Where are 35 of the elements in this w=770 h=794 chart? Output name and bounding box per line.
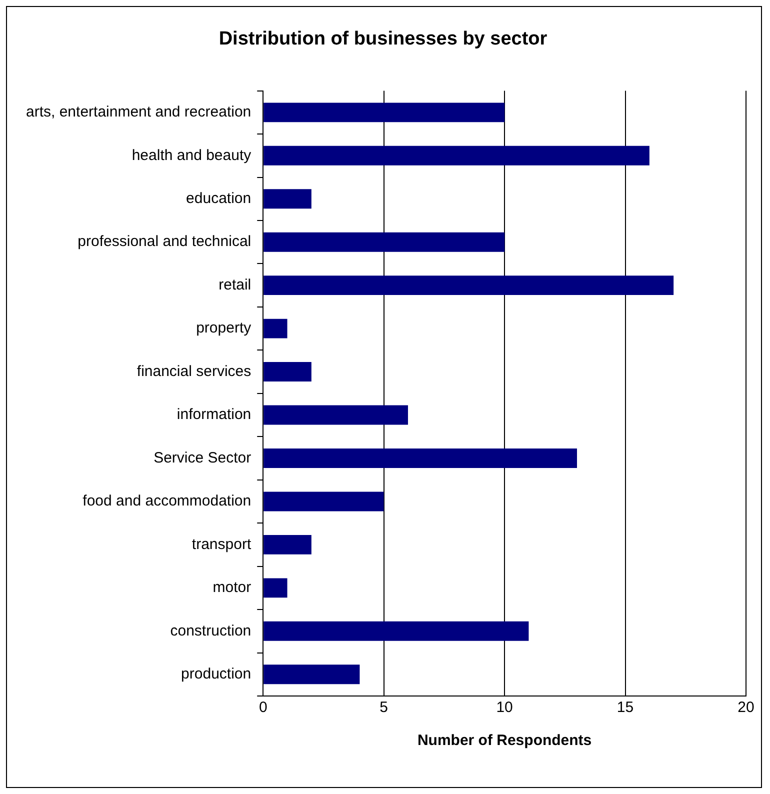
y-tick-label: food and accommodation (82, 492, 252, 510)
y-tick-label: retail (218, 276, 252, 294)
y-tick-label: information (176, 406, 252, 424)
y-tick-label: arts, entertainment and recreation (26, 104, 252, 121)
y-tick-label: professional and technical (78, 233, 252, 250)
y-tick-label: transport (192, 536, 252, 553)
y-tick-label: property (196, 320, 252, 337)
x-tick-label: 5 (380, 699, 388, 716)
y-tick-label: education (186, 190, 252, 208)
y-tick-label: financial services (136, 362, 252, 380)
bar (264, 621, 529, 641)
x-tick-label: 0 (258, 699, 268, 716)
bar (264, 448, 577, 468)
chart-title: Distribution of businesses by sector (218, 28, 548, 50)
x-axis-title: Number of Respondents (417, 732, 592, 750)
bar (264, 578, 288, 598)
bar (264, 232, 505, 252)
y-tick-label: construction (170, 622, 252, 640)
y-tick-label: health and beauty (132, 146, 252, 164)
bar (264, 405, 408, 425)
bar (264, 146, 650, 166)
bar (264, 362, 312, 382)
bar (264, 276, 674, 296)
y-tick-label: Service Sector (154, 449, 252, 466)
bar (264, 102, 505, 122)
y-tick-label: motor (212, 579, 252, 596)
x-tick-label: 10 (496, 699, 513, 716)
x-tick-label: 20 (738, 699, 754, 716)
bar (264, 664, 360, 684)
bar (264, 318, 288, 338)
x-tick-label: 15 (616, 699, 634, 716)
bar (264, 492, 384, 512)
y-tick-label: production (181, 666, 252, 683)
bar (264, 189, 312, 209)
bar (264, 534, 312, 554)
